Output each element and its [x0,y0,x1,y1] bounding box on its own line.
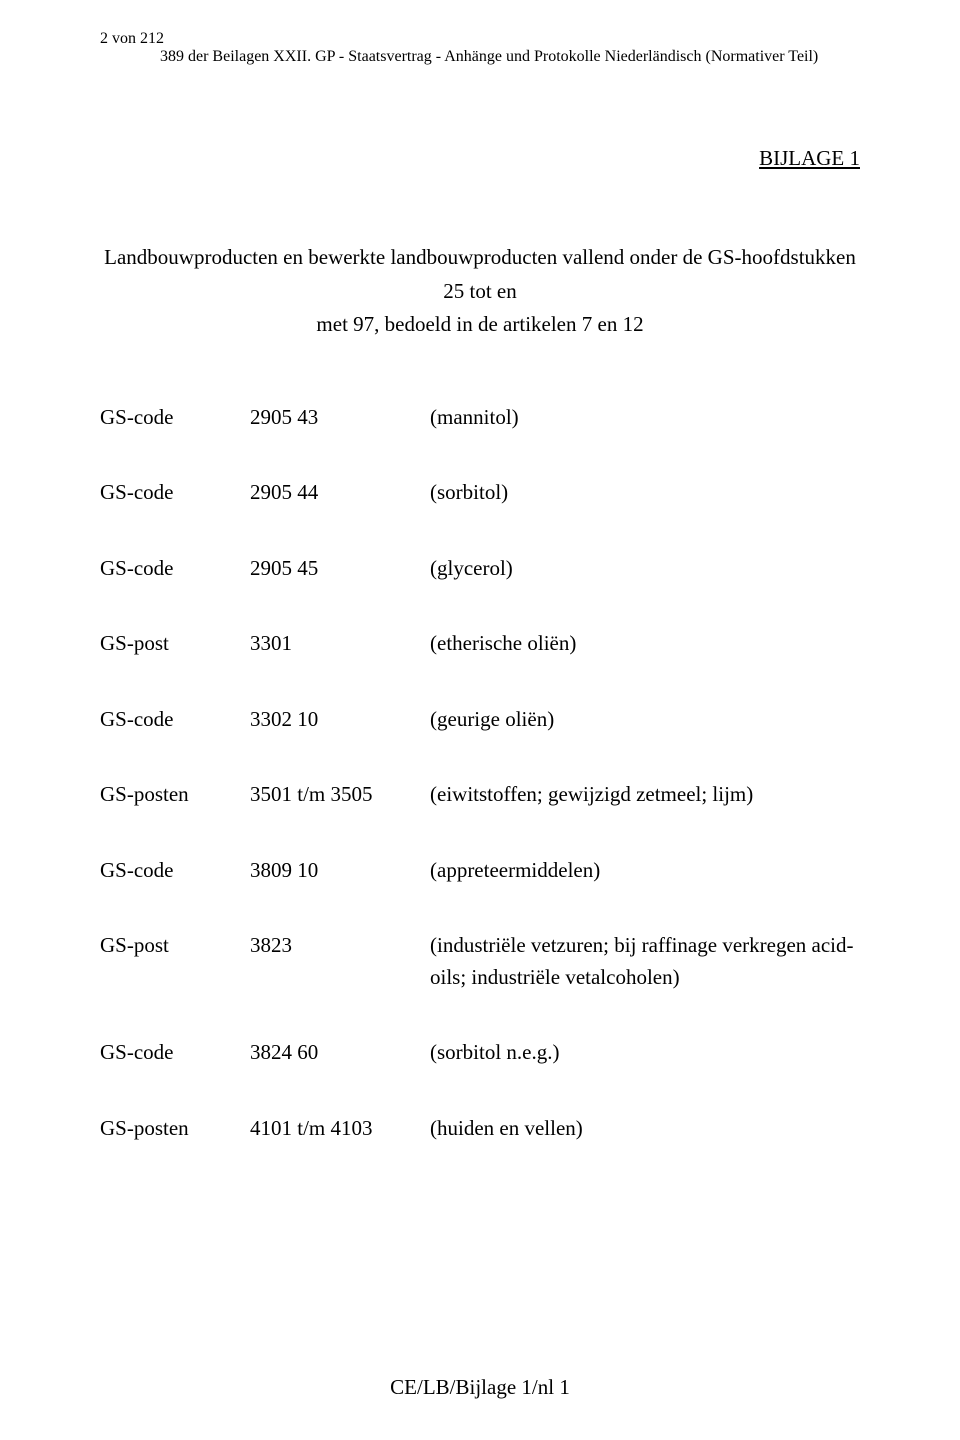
intro-paragraph: Landbouwproducten en bewerkte landbouwpr… [100,241,860,342]
cell-type: GS-code [100,855,250,887]
cell-code: 2905 44 [250,477,430,509]
page-header: 2 von 212 389 der Beilagen XXII. GP - St… [100,30,860,66]
cell-desc: (sorbitol) [430,477,860,509]
cell-code: 3301 [250,628,430,660]
cell-type: GS-code [100,1037,250,1069]
cell-desc: (mannitol) [430,402,860,434]
annex-title: BIJLAGE 1 [100,146,860,171]
cell-type: GS-code [100,704,250,736]
table-row: GS-posten 4101 t/m 4103 (huiden en velle… [100,1113,860,1145]
cell-code: 2905 45 [250,553,430,585]
table-row: GS-code 3809 10 (appreteermiddelen) [100,855,860,887]
cell-code: 3824 60 [250,1037,430,1069]
doc-reference: 389 der Beilagen XXII. GP - Staatsvertra… [160,48,818,66]
cell-desc: (sorbitol n.e.g.) [430,1037,860,1069]
intro-line-2: met 97, bedoeld in de artikelen 7 en 12 [100,308,860,342]
cell-code: 3809 10 [250,855,430,887]
table-row: GS-posten 3501 t/m 3505 (eiwitstoffen; g… [100,779,860,811]
cell-code: 3501 t/m 3505 [250,779,430,811]
cell-desc: (glycerol) [430,553,860,585]
intro-line-1: Landbouwproducten en bewerkte landbouwpr… [100,241,860,308]
cell-type: GS-post [100,930,250,993]
cell-desc: (appreteermiddelen) [430,855,860,887]
cell-code: 4101 t/m 4103 [250,1113,430,1145]
cell-type: GS-code [100,477,250,509]
cell-type: GS-code [100,402,250,434]
table-row: GS-post 3823 (industriële vetzuren; bij … [100,930,860,993]
page-number: 2 von 212 [100,30,164,48]
definitions-list: GS-code 2905 43 (mannitol) GS-code 2905 … [100,402,860,1145]
document-page: 2 von 212 389 der Beilagen XXII. GP - St… [0,0,960,1440]
cell-code: 2905 43 [250,402,430,434]
cell-type: GS-posten [100,779,250,811]
table-row: GS-code 3302 10 (geurige oliën) [100,704,860,736]
table-row: GS-code 2905 44 (sorbitol) [100,477,860,509]
table-row: GS-code 3824 60 (sorbitol n.e.g.) [100,1037,860,1069]
cell-type: GS-posten [100,1113,250,1145]
cell-desc: (geurige oliën) [430,704,860,736]
table-row: GS-post 3301 (etherische oliën) [100,628,860,660]
cell-code: 3823 [250,930,430,993]
table-row: GS-code 2905 43 (mannitol) [100,402,860,434]
cell-desc: (etherische oliën) [430,628,860,660]
cell-code: 3302 10 [250,704,430,736]
table-row: GS-code 2905 45 (glycerol) [100,553,860,585]
cell-desc: (eiwitstoffen; gewijzigd zetmeel; lijm) [430,779,860,811]
cell-desc: (huiden en vellen) [430,1113,860,1145]
cell-type: GS-code [100,553,250,585]
page-footer: CE/LB/Bijlage 1/nl 1 [0,1375,960,1400]
cell-desc: (industriële vetzuren; bij raffinage ver… [430,930,860,993]
cell-type: GS-post [100,628,250,660]
